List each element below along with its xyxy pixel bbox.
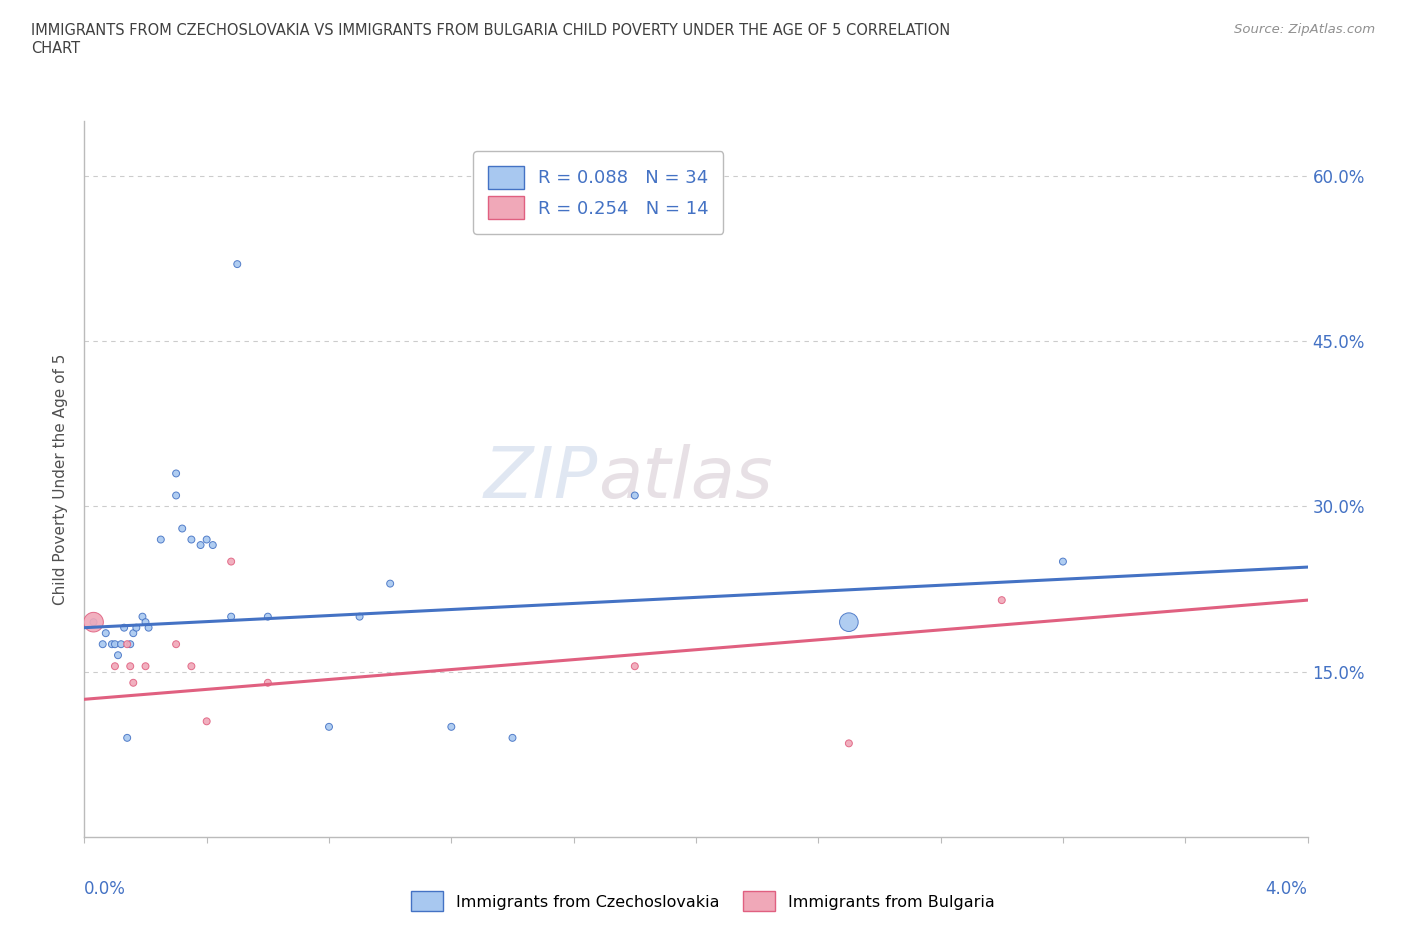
Point bbox=[107, 648, 129, 663]
Point bbox=[380, 577, 402, 591]
Text: 4.0%: 4.0% bbox=[1265, 880, 1308, 898]
Point bbox=[440, 720, 463, 735]
Point bbox=[219, 554, 242, 569]
Point bbox=[83, 615, 105, 630]
Point bbox=[104, 658, 127, 673]
Point bbox=[135, 658, 157, 673]
Point bbox=[838, 615, 860, 630]
Text: 0.0%: 0.0% bbox=[84, 880, 127, 898]
Legend: R = 0.088   N = 34, R = 0.254   N = 14: R = 0.088 N = 34, R = 0.254 N = 14 bbox=[472, 152, 723, 234]
Point bbox=[138, 620, 160, 635]
Point bbox=[991, 592, 1014, 607]
Point bbox=[120, 658, 142, 673]
Point bbox=[115, 637, 138, 652]
Point bbox=[91, 637, 114, 652]
Point bbox=[83, 615, 105, 630]
Point bbox=[149, 532, 172, 547]
Point bbox=[135, 615, 157, 630]
Point bbox=[195, 532, 218, 547]
Point bbox=[101, 637, 124, 652]
Text: ZIP: ZIP bbox=[484, 445, 598, 513]
Point bbox=[226, 257, 249, 272]
Point bbox=[131, 609, 153, 624]
Point bbox=[318, 720, 340, 735]
Text: Source: ZipAtlas.com: Source: ZipAtlas.com bbox=[1234, 23, 1375, 36]
Point bbox=[180, 658, 202, 673]
Point bbox=[838, 736, 860, 751]
Legend: Immigrants from Czechoslovakia, Immigrants from Bulgaria: Immigrants from Czechoslovakia, Immigran… bbox=[405, 885, 1001, 917]
Point bbox=[190, 538, 212, 552]
Point bbox=[180, 532, 202, 547]
Point bbox=[122, 675, 145, 690]
Point bbox=[257, 675, 280, 690]
Point bbox=[624, 658, 647, 673]
Point bbox=[122, 626, 145, 641]
Text: IMMIGRANTS FROM CZECHOSLOVAKIA VS IMMIGRANTS FROM BULGARIA CHILD POVERTY UNDER T: IMMIGRANTS FROM CZECHOSLOVAKIA VS IMMIGR… bbox=[31, 23, 950, 56]
Point bbox=[172, 521, 194, 536]
Point bbox=[502, 730, 524, 745]
Point bbox=[112, 620, 135, 635]
Point bbox=[165, 637, 187, 652]
Point bbox=[349, 609, 371, 624]
Point bbox=[120, 637, 142, 652]
Point bbox=[125, 620, 148, 635]
Point bbox=[115, 730, 138, 745]
Point bbox=[110, 637, 132, 652]
Point bbox=[104, 637, 127, 652]
Text: atlas: atlas bbox=[598, 445, 773, 513]
Y-axis label: Child Poverty Under the Age of 5: Child Poverty Under the Age of 5 bbox=[53, 353, 69, 604]
Point bbox=[94, 626, 117, 641]
Point bbox=[201, 538, 224, 552]
Point bbox=[195, 714, 218, 729]
Point bbox=[257, 609, 280, 624]
Point bbox=[219, 609, 242, 624]
Point bbox=[165, 488, 187, 503]
Point bbox=[624, 488, 647, 503]
Point bbox=[1052, 554, 1074, 569]
Point bbox=[165, 466, 187, 481]
